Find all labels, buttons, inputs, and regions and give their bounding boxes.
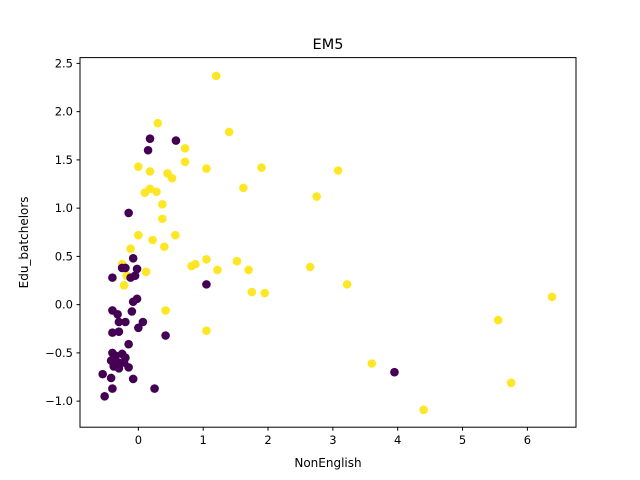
data-points [98,71,557,415]
x-axis-label: NonEnglish [294,456,361,470]
data-point [260,288,270,298]
data-point [121,263,130,273]
y-tick-label: 2.0 [55,105,73,119]
data-point [108,328,117,337]
data-point [244,265,253,275]
data-point [132,264,142,274]
y-tick-label: 1.5 [55,153,73,167]
data-point [202,254,211,264]
data-point [108,384,117,393]
data-point [127,307,137,316]
data-point [130,271,140,280]
data-point [124,208,133,218]
data-point [367,359,377,368]
data-point [114,327,124,336]
x-tick-label: 6 [524,433,531,447]
data-point [239,183,248,193]
x-ticks: 0 1 2 3 4 5 6 [135,427,531,447]
data-point [161,331,170,340]
data-point [128,254,138,263]
y-axis-label: Edu_batchelors [17,196,31,288]
data-point [113,309,122,319]
data-point [167,173,177,183]
data-point [257,163,266,172]
y-tick-label: 2.5 [55,56,73,70]
data-point [158,199,167,209]
y-ticks: −1.0 −0.5 0.0 0.5 1.0 1.5 2.0 2.5 [45,56,80,408]
data-point [148,235,157,245]
data-point [506,378,516,388]
data-point [126,244,135,253]
data-point [128,297,138,307]
data-point [202,280,211,289]
data-point [247,287,257,297]
data-point [180,144,190,153]
data-point [114,317,124,327]
y-tick-label: 0.0 [55,298,73,312]
data-point [134,230,143,240]
data-point [493,315,503,325]
data-point [224,127,234,137]
data-point [138,317,148,327]
data-point [150,384,159,393]
data-point [342,280,352,289]
data-point [128,374,138,384]
data-point [180,157,190,167]
data-point [171,230,180,240]
data-point [158,214,167,224]
data-point [187,261,196,271]
data-point [232,256,242,266]
data-point [159,242,169,252]
data-point [312,192,321,201]
data-point [153,118,163,128]
data-point [333,166,343,175]
y-tick-label: 1.0 [55,201,73,215]
data-point [213,265,222,275]
data-point [124,363,133,372]
data-point [119,281,129,290]
data-point [124,339,133,349]
data-point [134,162,143,171]
data-point [390,367,399,377]
x-tick-label: 1 [200,433,207,447]
data-point [211,71,221,81]
data-point [305,262,315,272]
data-point [143,145,153,155]
x-tick-label: 5 [459,433,466,447]
data-point [108,273,117,282]
data-point [141,267,151,277]
data-point [145,184,155,194]
data-point [171,136,181,145]
chart-title: EM5 [313,37,344,53]
plot-frame [79,57,577,428]
y-tick-label: −0.5 [45,346,73,360]
data-point [152,187,161,197]
data-point [202,326,211,336]
data-point [100,392,109,401]
y-tick-label: −1.0 [45,394,73,408]
data-point [145,134,155,143]
x-tick-label: 4 [394,433,401,447]
data-point [134,323,143,333]
x-tick-label: 0 [135,433,142,447]
data-point [114,364,124,373]
data-point [547,292,557,302]
data-point [202,164,211,173]
data-point [106,373,116,383]
data-point [161,306,170,315]
y-tick-label: 0.5 [55,249,73,263]
data-point [419,405,428,415]
x-tick-label: 2 [264,433,271,447]
data-point [98,369,107,379]
x-tick-label: 3 [329,433,336,447]
data-point [121,317,130,327]
data-point [145,167,155,176]
